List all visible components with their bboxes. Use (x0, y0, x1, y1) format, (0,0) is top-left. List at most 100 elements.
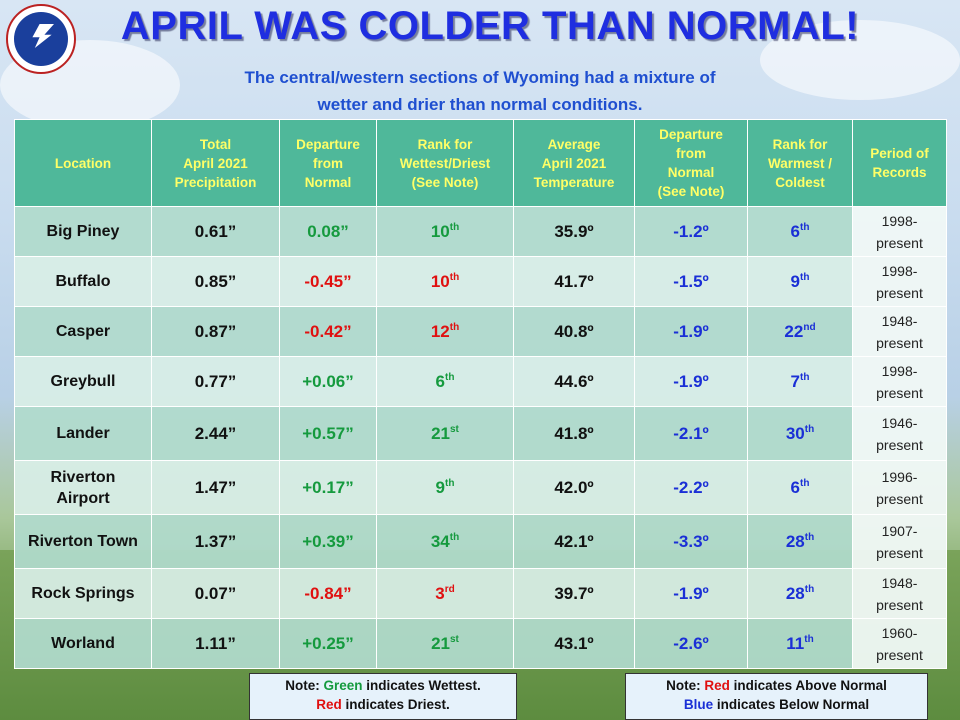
climate-table: Location Total April 2021 Precipitation De… (14, 119, 947, 669)
cell-precip-rank: 6th (376, 356, 514, 407)
cell-precipitation: 1.37” (151, 514, 280, 569)
cell-precip-rank: 21st (376, 618, 514, 669)
cell-location: Rock Springs (14, 568, 152, 619)
cell-precipitation: 0.61” (151, 206, 280, 257)
table-row: Buffalo 0.85” -0.45” 10th 41.7º -1.5º 9th 1998-… (14, 256, 947, 307)
header-precip-departure: Departure from Normal (279, 119, 377, 207)
cell-period: 1948- present (852, 306, 947, 357)
cell-temperature: 43.1º (513, 618, 635, 669)
header-temp-rank: Rank for Warmest / Coldest (747, 119, 853, 207)
cloud-shape (760, 20, 960, 100)
cell-precip-rank: 9th (376, 460, 514, 515)
header-precipitation: Total April 2021 Precipitation (151, 119, 280, 207)
table-row: Casper 0.87” -0.42” 12th 40.8º -1.9º 22nd 1948-… (14, 306, 947, 357)
cell-precip-departure: +0.17” (279, 460, 377, 515)
cell-location: Worland (14, 618, 152, 669)
cell-temp-departure: -2.2º (634, 460, 748, 515)
cell-temp-rank: 7th (747, 356, 853, 407)
cell-temperature: 42.0º (513, 460, 635, 515)
cell-precip-departure: +0.57” (279, 406, 377, 461)
cell-location: Buffalo (14, 256, 152, 307)
cell-precip-rank: 12th (376, 306, 514, 357)
table-row: Riverton Airport 1.47” +0.17” 9th 42.0º -2.2º 6… (14, 460, 947, 515)
note-temp-line-2: Blue indicates Below Normal (683, 697, 870, 712)
nws-logo (6, 4, 76, 74)
cell-temperature: 35.9º (513, 206, 635, 257)
cell-temp-rank: 6th (747, 206, 853, 257)
page-title: APRIL WAS COLDER THAN NORMAL! (120, 4, 860, 48)
cell-precip-departure: 0.08” (279, 206, 377, 257)
note-precipitation: Note: Green indicates Wettest. Red indic… (249, 673, 517, 720)
cell-temperature: 40.8º (513, 306, 635, 357)
cell-location: Greybull (14, 356, 152, 407)
cell-temp-departure: -1.5º (634, 256, 748, 307)
cell-precip-rank: 34th (376, 514, 514, 569)
header-temp-departure: Departure from Normal (See Note) (634, 119, 748, 207)
header-precip-rank: Rank for Wettest/Driest (See Note) (376, 119, 514, 207)
cell-location: Lander (14, 406, 152, 461)
cell-location: Casper (14, 306, 152, 357)
table-row: Worland 1.11” +0.25” 21st 43.1º -2.6º 11th 1960… (14, 618, 947, 669)
cell-precipitation: 2.44” (151, 406, 280, 461)
cell-temp-rank: 9th (747, 256, 853, 307)
cell-temp-departure: -3.3º (634, 514, 748, 569)
cell-temp-departure: -1.9º (634, 356, 748, 407)
note-temp-line-1: Note: Red indicates Above Normal (666, 678, 887, 693)
cell-temp-rank: 6th (747, 460, 853, 515)
cell-temperature: 41.8º (513, 406, 635, 461)
cell-temperature: 41.7º (513, 256, 635, 307)
cell-temp-departure: -2.6º (634, 618, 748, 669)
cell-period: 1998- present (852, 256, 947, 307)
cell-temp-rank: 28th (747, 568, 853, 619)
cell-temperature: 39.7º (513, 568, 635, 619)
cell-precip-rank: 10th (376, 206, 514, 257)
cell-temp-rank: 22nd (747, 306, 853, 357)
cell-precipitation: 0.85” (151, 256, 280, 307)
cell-precip-departure: +0.25” (279, 618, 377, 669)
cell-precip-departure: +0.39” (279, 514, 377, 569)
cell-temp-departure: -2.1º (634, 406, 748, 461)
cell-precipitation: 0.77” (151, 356, 280, 407)
cell-precipitation: 0.87” (151, 306, 280, 357)
note-precip-line-2: Red indicates Driest. (316, 697, 450, 712)
subtitle-line-2: wetter and drier than normal conditions. (317, 95, 643, 114)
cell-location: Big Piney (14, 206, 152, 257)
cell-temp-rank: 11th (747, 618, 853, 669)
cell-period: 1998- present (852, 206, 947, 257)
table-header-row: Location Total April 2021 Precipitation De… (14, 119, 947, 207)
page-subtitle: The central/western sections of Wyoming … (150, 64, 810, 118)
cell-period: 1998- present (852, 356, 947, 407)
table-row: Rock Springs 0.07” -0.84” 3rd 39.7º -1.9º 28th… (14, 568, 947, 619)
cell-period: 1907- present (852, 514, 947, 569)
cell-temp-departure: -1.9º (634, 568, 748, 619)
cell-temp-departure: -1.2º (634, 206, 748, 257)
table-row: Greybull 0.77” +0.06” 6th 44.6º -1.9º 7th 1998-… (14, 356, 947, 407)
cell-precip-rank: 3rd (376, 568, 514, 619)
cell-period: 1996- present (852, 460, 947, 515)
cell-precipitation: 1.47” (151, 460, 280, 515)
table-row: Lander 2.44” +0.57” 21st 41.8º -2.1º 30th 1946-… (14, 406, 947, 461)
cell-temperature: 42.1º (513, 514, 635, 569)
cell-precip-departure: -0.84” (279, 568, 377, 619)
header-temperature: Average April 2021 Temperature (513, 119, 635, 207)
header-location: Location (14, 119, 152, 207)
cell-precip-rank: 10th (376, 256, 514, 307)
cell-precipitation: 1.11” (151, 618, 280, 669)
cell-temp-rank: 28th (747, 514, 853, 569)
table-row: Big Piney 0.61” 0.08” 10th 35.9º -1.2º 6th 1998… (14, 206, 947, 257)
cell-precip-departure: +0.06” (279, 356, 377, 407)
note-precip-line-1: Note: Green indicates Wettest. (285, 678, 481, 693)
note-temperature: Note: Red indicates Above Normal Blue in… (625, 673, 928, 720)
cell-location: Riverton Airport (14, 460, 152, 515)
cell-period: 1960- present (852, 618, 947, 669)
header-period: Period of Records (852, 119, 947, 207)
cell-precipitation: 0.07” (151, 568, 280, 619)
cell-period: 1946- present (852, 406, 947, 461)
cell-temperature: 44.6º (513, 356, 635, 407)
cell-precip-departure: -0.42” (279, 306, 377, 357)
subtitle-line-1: The central/western sections of Wyoming … (244, 68, 716, 87)
cell-temp-rank: 30th (747, 406, 853, 461)
cell-period: 1948- present (852, 568, 947, 619)
cell-location: Riverton Town (14, 514, 152, 569)
table-row: Riverton Town 1.37” +0.39” 34th 42.1º -3.3º 28… (14, 514, 947, 569)
